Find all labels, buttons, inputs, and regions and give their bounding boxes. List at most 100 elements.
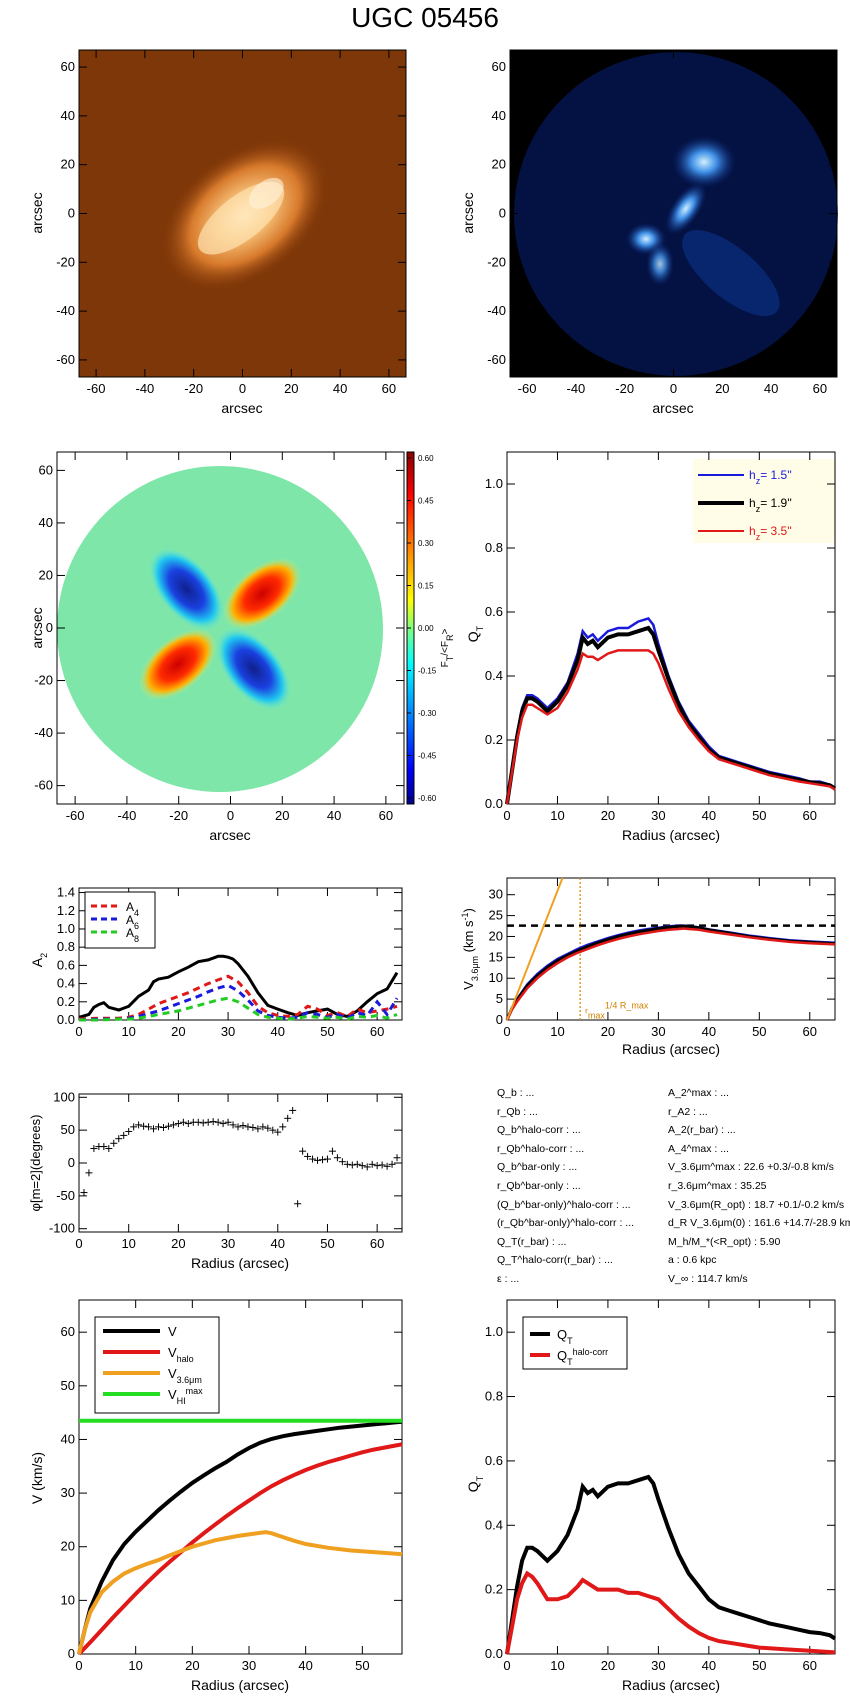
qt-profile-ytick-label: 0.0: [485, 796, 503, 811]
phase-point: [130, 1123, 138, 1131]
qt-profile-xtick-label: 0: [503, 808, 510, 823]
fourier-xtick-label: 40: [271, 1024, 285, 1039]
orange-image-xtick-label: 40: [333, 381, 347, 396]
phase-point: [388, 1160, 396, 1168]
vdecomp-xtick-label: 50: [355, 1658, 369, 1673]
orange-image-xtick-label: 60: [382, 381, 396, 396]
colorbar-tick-label: 0.15: [418, 582, 434, 591]
phase-point: [155, 1123, 163, 1131]
phase-point: [179, 1118, 187, 1126]
qt-profile-xtick-label: 30: [651, 808, 665, 823]
blue-image-ytick-label: 20: [492, 157, 506, 172]
info-left-column: Q_b : ... r_Qb : ... Q_b^halo-corr : ...…: [497, 1084, 634, 1289]
fourier-legend-label: A8: [126, 926, 139, 944]
force-map-ylabel: arcsec: [29, 607, 45, 648]
phase-point: [125, 1127, 133, 1135]
vdecomp-series-0: [77, 1419, 403, 1655]
fourier-ytick-label: 0.6: [57, 957, 75, 972]
force-map-ytick-label: 60: [39, 462, 53, 477]
vdecomp-ytick-label: 30: [61, 1485, 75, 1500]
vstar-ytick-label: 20: [489, 928, 503, 943]
fourier-xtick-label: 50: [320, 1024, 334, 1039]
info-qb-halo: Q_b^halo-corr : ...: [497, 1124, 581, 1137]
force-map-ytick-label: 40: [39, 515, 53, 530]
phase-ytick-label: 50: [61, 1122, 75, 1137]
vstar-series-3: [506, 877, 564, 1021]
qt-halo-ytick-label: 0.2: [485, 1582, 503, 1597]
force-ratio-map: [57, 466, 383, 792]
phase-point: [174, 1120, 182, 1128]
fourier-legend-label: A6: [126, 913, 139, 931]
qt-halo-ytick-label: 0.4: [485, 1517, 503, 1532]
vstar-ytick-label: 10: [489, 970, 503, 985]
vdecomp-ytick-label: 50: [61, 1378, 75, 1393]
blue-image-ytick-label: 60: [492, 59, 506, 74]
qt-halo-series-0: [505, 1474, 837, 1655]
phase-point: [378, 1161, 386, 1169]
phase-point: [294, 1200, 302, 1208]
qt-profile-xtick-label: 40: [702, 808, 716, 823]
vstar-ylabel: V3.6μm (km s-1): [460, 908, 480, 990]
qt-legend-label: hz= 1.5'': [749, 468, 792, 486]
orange-image-ytick-label: 20: [61, 157, 75, 172]
phase-point: [343, 1160, 351, 1168]
phase-xlabel: Radius (arcsec): [191, 1255, 289, 1271]
fourier-frame: [78, 887, 403, 1021]
qt-halo-ytick-label: 1.0: [485, 1324, 503, 1339]
vdecomp-ytick-label: 60: [61, 1324, 75, 1339]
info-a: a : 0.6 kpc: [668, 1254, 717, 1267]
phase-point: [184, 1120, 192, 1128]
qt-halo-xtick-label: 20: [601, 1658, 615, 1673]
phase-frame: [78, 1093, 403, 1233]
phase-point: [309, 1155, 317, 1163]
phase-point: [269, 1126, 277, 1134]
qt-profile-series-1: [505, 625, 837, 805]
qt-halo-frame: [506, 1299, 836, 1655]
blue-image-xtick-label: 60: [813, 381, 827, 396]
info-qb-bar: Q_b^bar-only : ...: [497, 1161, 578, 1174]
phase-point: [229, 1121, 237, 1129]
info-right-column: A_2^max : ... r_A2 : ... A_2(r_bar) : ..…: [668, 1084, 850, 1289]
blue-image-xtick-label: -20: [615, 381, 634, 396]
vdecomp-ytick-label: 40: [61, 1431, 75, 1446]
qt-halo-xtick-label: 0: [503, 1658, 510, 1673]
info-ra2: r_A2 : ...: [668, 1105, 708, 1118]
vdecomp-series-1: [77, 1442, 403, 1656]
vdecomp-xtick-label: 10: [128, 1658, 142, 1673]
info-epsilon: ε : ...: [497, 1272, 520, 1285]
force-map-xtick-label: -20: [169, 808, 188, 823]
qt-profile-xtick-label: 10: [550, 808, 564, 823]
phase-point: [348, 1161, 356, 1169]
vdecomp-ytick-label: 10: [61, 1592, 75, 1607]
phase-point: [328, 1147, 336, 1155]
phase-xtick-label: 20: [171, 1236, 185, 1251]
colorbar-tick-label: 0.60: [418, 454, 434, 463]
vdecomp-ytick-label: 20: [61, 1539, 75, 1554]
blue-image-xtick-label: -60: [518, 381, 537, 396]
phase-point: [105, 1145, 113, 1153]
qt-halo-xtick-label: 60: [803, 1658, 817, 1673]
orange-image-ytick-label: 40: [61, 108, 75, 123]
vdecomp-ylabel: V (km/s): [29, 1452, 45, 1504]
blue-image-ytick-label: -60: [487, 352, 506, 367]
vstar-ytick-label: 25: [489, 908, 503, 923]
info-rqb-bar-halo: (r_Qb^bar-only)^halo-corr : ...: [497, 1217, 635, 1230]
vstar-xtick-label: 60: [803, 1024, 817, 1039]
qt-halo-xtick-label: 10: [550, 1658, 564, 1673]
vdecomp-frame: [78, 1299, 403, 1655]
phase-xtick-label: 40: [271, 1236, 285, 1251]
orange-image-ytick-label: 0: [68, 206, 75, 221]
info-rqb: r_Qb : ...: [497, 1105, 538, 1118]
fourier-ytick-label: 1.2: [57, 903, 75, 918]
qt-halo-xlabel: Radius (arcsec): [622, 1677, 720, 1693]
qt-halo-ylabel: QT: [465, 1475, 485, 1492]
vdecomp-legend-label: V3.6μm: [168, 1366, 202, 1385]
phase-xtick-label: 50: [320, 1236, 334, 1251]
fourier-ytick-label: 0.4: [57, 976, 75, 991]
orange-image-xtick-label: -20: [184, 381, 203, 396]
phase-point: [214, 1118, 222, 1126]
force-map-xtick-label: -40: [118, 808, 137, 823]
qt-halo-xtick-label: 40: [702, 1658, 716, 1673]
orange-image-xtick-label: -40: [135, 381, 154, 396]
phase-point: [150, 1125, 158, 1133]
